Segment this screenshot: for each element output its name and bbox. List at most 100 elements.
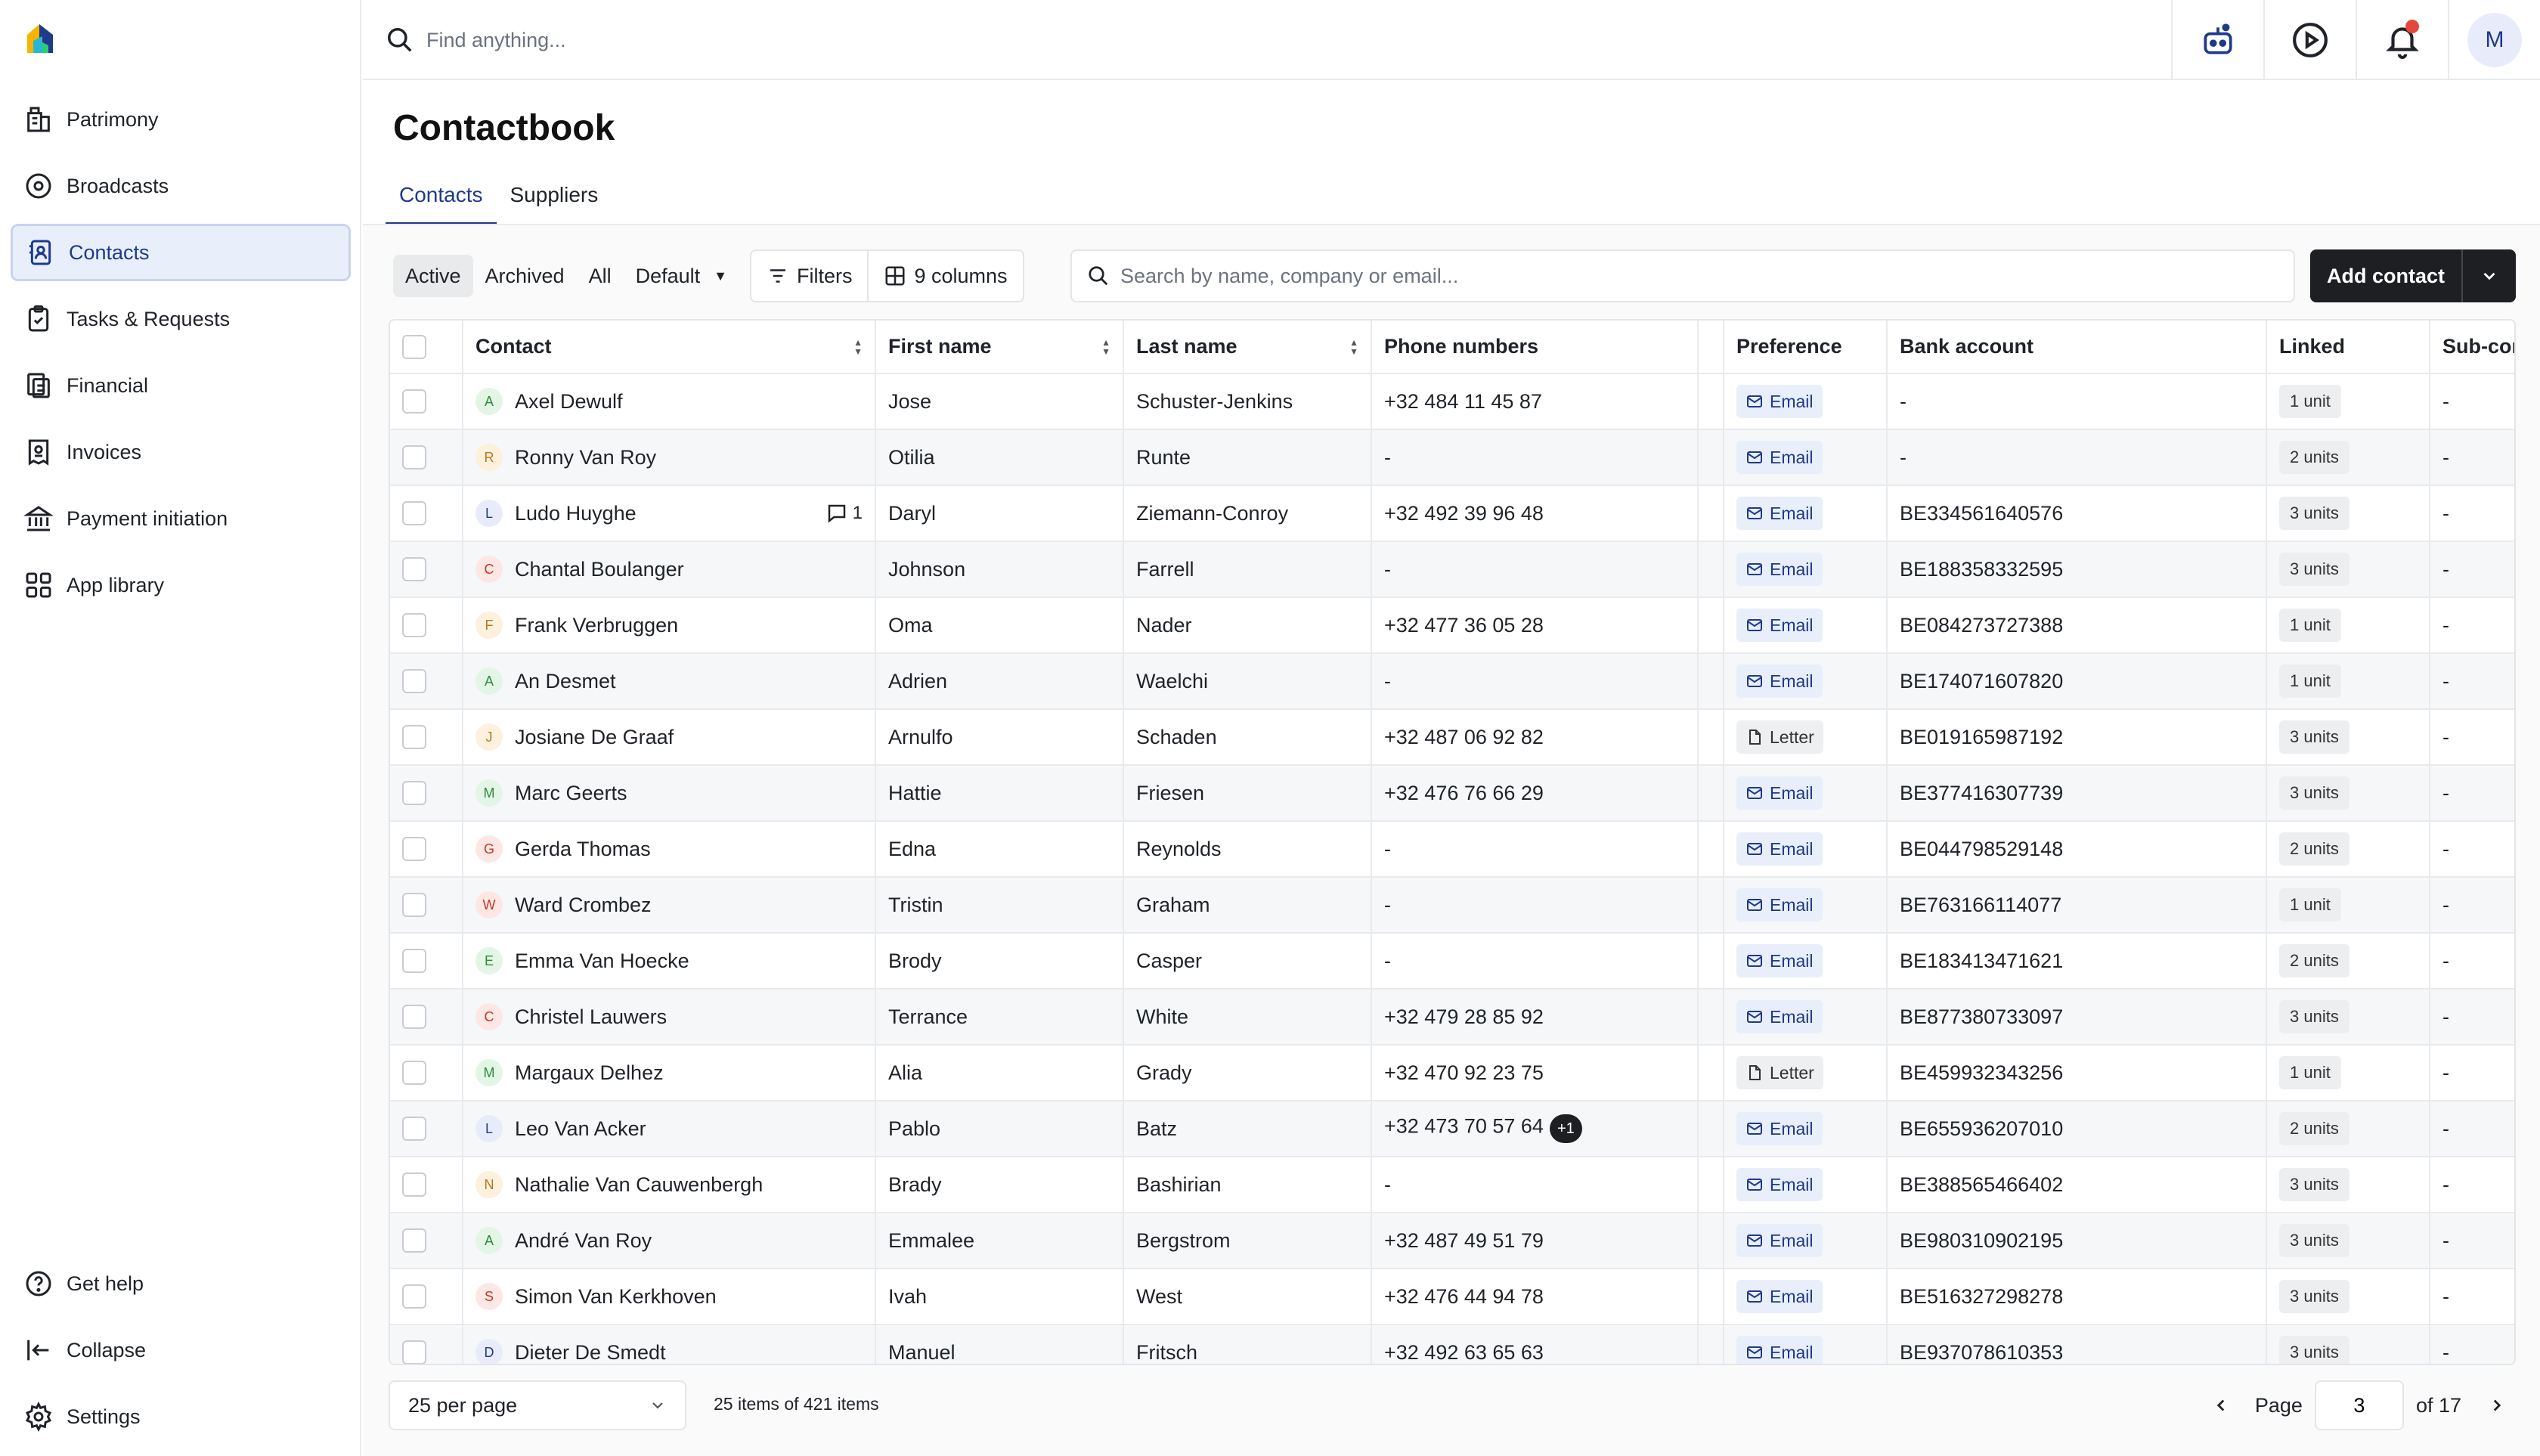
view-select[interactable]: Default ▼ — [624, 255, 739, 297]
sidebar-item-payment-initiation[interactable]: Payment initiation — [11, 490, 351, 547]
header-last-name[interactable]: Last name ▲ ▼ — [1123, 321, 1372, 374]
contact-name[interactable]: Ronny Van Roy — [515, 445, 657, 469]
linked-units-badge[interactable]: 2 units — [2279, 1112, 2350, 1145]
sort-icon[interactable]: ▲ ▼ — [1349, 336, 1358, 357]
contact-name[interactable]: An Desmet — [515, 669, 616, 692]
linked-units-badge[interactable]: 3 units — [2279, 1224, 2350, 1257]
table-row[interactable]: E Emma Van Hoecke Brody Casper - Email B… — [390, 933, 2514, 990]
contact-name[interactable]: Ward Crombez — [515, 893, 652, 916]
linked-units-badge[interactable]: 3 units — [2279, 497, 2350, 530]
assistant-button[interactable] — [2171, 0, 2263, 80]
contact-cell[interactable]: N Nathalie Van Cauwenbergh — [463, 1157, 876, 1213]
contact-name[interactable]: Frank Verbruggen — [515, 613, 679, 637]
notifications-button[interactable] — [2356, 0, 2448, 80]
row-checkbox[interactable] — [402, 1173, 426, 1197]
table-row[interactable]: A An Desmet Adrien Waelchi - Email BE174… — [390, 653, 2514, 710]
contact-cell[interactable]: C Christel Lauwers — [463, 989, 876, 1046]
contact-name[interactable]: Nathalie Van Cauwenbergh — [515, 1173, 764, 1196]
sidebar-item-invoices[interactable]: Invoices — [11, 423, 351, 481]
row-checkbox[interactable] — [402, 1117, 426, 1142]
contact-cell[interactable]: L Ludo Huyghe 1 — [463, 485, 876, 542]
row-checkbox[interactable] — [402, 1228, 426, 1253]
contact-cell[interactable]: M Marc Geerts — [463, 765, 876, 822]
linked-units-badge[interactable]: 1 unit — [2279, 888, 2341, 922]
table-row[interactable]: C Christel Lauwers Terrance White +32 47… — [390, 989, 2514, 1046]
table-row[interactable]: L Leo Van Acker Pablo Batz +32 473 70 57… — [390, 1101, 2514, 1157]
table-row[interactable]: J Josiane De Graaf Arnulfo Schaden +32 4… — [390, 709, 2514, 766]
contact-name[interactable]: Axel Dewulf — [515, 389, 623, 413]
sidebar-item-collapse[interactable]: Collapse — [11, 1321, 351, 1379]
columns-button[interactable]: 9 columns — [869, 251, 1022, 301]
app-logo[interactable] — [23, 21, 57, 56]
row-checkbox[interactable] — [402, 893, 426, 918]
row-checkbox[interactable] — [402, 557, 426, 582]
sidebar-item-settings[interactable]: Settings — [11, 1388, 351, 1445]
play-tutorial-button[interactable] — [2263, 0, 2356, 80]
linked-units-badge[interactable]: 2 units — [2279, 832, 2350, 866]
contact-cell[interactable]: L Leo Van Acker — [463, 1101, 876, 1157]
filter-archived[interactable]: Archived — [485, 264, 565, 287]
contact-name[interactable]: Simon Van Kerkhoven — [515, 1284, 717, 1308]
contact-name[interactable]: Christel Lauwers — [515, 1005, 668, 1028]
table-row[interactable]: N Nathalie Van Cauwenbergh Brady Bashiri… — [390, 1157, 2514, 1213]
row-checkbox[interactable] — [402, 1284, 426, 1309]
user-menu-button[interactable]: M — [2448, 0, 2540, 80]
row-checkbox[interactable] — [402, 725, 426, 750]
row-checkbox[interactable] — [402, 1005, 426, 1030]
contact-cell[interactable]: A Axel Dewulf — [463, 373, 876, 430]
linked-units-badge[interactable]: 3 units — [2279, 1000, 2350, 1033]
row-checkbox[interactable] — [402, 669, 426, 694]
tab-contacts[interactable]: Contacts — [386, 175, 497, 225]
linked-units-badge[interactable]: 3 units — [2279, 720, 2350, 754]
filter-active[interactable]: Active — [393, 255, 473, 297]
contact-cell[interactable]: D Dieter De Smedt — [463, 1324, 876, 1364]
linked-units-badge[interactable]: 2 units — [2279, 944, 2350, 977]
linked-units-badge[interactable]: 3 units — [2279, 776, 2350, 810]
sidebar-item-patrimony[interactable]: Patrimony — [11, 91, 351, 148]
sort-icon[interactable]: ▲ ▼ — [853, 336, 863, 357]
table-row[interactable]: M Margaux Delhez Alia Grady +32 470 92 2… — [390, 1045, 2514, 1101]
table-row[interactable]: D Dieter De Smedt Manuel Fritsch +32 492… — [390, 1324, 2514, 1364]
linked-units-badge[interactable]: 3 units — [2279, 553, 2350, 586]
contact-cell[interactable]: R Ronny Van Roy — [463, 429, 876, 486]
extra-phones-badge[interactable]: +1 — [1549, 1114, 1582, 1143]
sidebar-item-financial[interactable]: Financial — [11, 357, 351, 414]
sort-icon[interactable]: ▲ ▼ — [1101, 336, 1110, 357]
table-row[interactable]: M Marc Geerts Hattie Friesen +32 476 76 … — [390, 765, 2514, 822]
row-checkbox[interactable] — [402, 837, 426, 862]
table-row[interactable]: R Ronny Van Roy Otilia Runte - Email - 2… — [390, 429, 2514, 486]
sidebar-item-app-library[interactable]: App library — [11, 556, 351, 614]
row-checkbox[interactable] — [402, 1061, 426, 1086]
linked-units-badge[interactable]: 3 units — [2279, 1336, 2350, 1364]
sidebar-item-tasks-requests[interactable]: Tasks & Requests — [11, 290, 351, 348]
table-row[interactable]: F Frank Verbruggen Oma Nader +32 477 36 … — [390, 597, 2514, 654]
add-contact-dropdown[interactable] — [2463, 266, 2516, 286]
contact-cell[interactable]: M Margaux Delhez — [463, 1045, 876, 1101]
row-checkbox[interactable] — [402, 1340, 426, 1364]
contact-cell[interactable]: C Chantal Boulanger — [463, 541, 876, 598]
table-row[interactable]: W Ward Crombez Tristin Graham - Email BE… — [390, 877, 2514, 934]
contact-name[interactable]: Margaux Delhez — [515, 1061, 664, 1084]
filter-all[interactable]: All — [588, 264, 612, 287]
table-row[interactable]: S Simon Van Kerkhoven Ivah West +32 476 … — [390, 1269, 2514, 1325]
row-checkbox[interactable] — [402, 501, 426, 526]
contact-name[interactable]: Chantal Boulanger — [515, 557, 684, 581]
next-page-button[interactable] — [2478, 1386, 2516, 1424]
row-checkbox[interactable] — [402, 389, 426, 414]
linked-units-badge[interactable]: 1 unit — [2279, 664, 2341, 698]
header-first-name[interactable]: First name ▲ ▼ — [875, 321, 1124, 374]
add-contact-button[interactable]: Add contact — [2310, 249, 2516, 302]
table-row[interactable]: L Ludo Huyghe 1 Daryl Ziemann-Conroy +32… — [390, 485, 2514, 542]
page-number-input[interactable] — [2314, 1380, 2404, 1430]
linked-units-badge[interactable]: 2 units — [2279, 441, 2350, 474]
contact-cell[interactable]: A André Van Roy — [463, 1213, 876, 1269]
filters-button[interactable]: Filters — [751, 251, 868, 301]
sidebar-item-broadcasts[interactable]: Broadcasts — [11, 157, 351, 215]
per-page-select[interactable]: 25 per page — [389, 1380, 686, 1430]
contact-name[interactable]: Leo Van Acker — [515, 1117, 646, 1140]
table-row[interactable]: G Gerda Thomas Edna Reynolds - Email BE0… — [390, 821, 2514, 878]
row-checkbox[interactable] — [402, 445, 426, 470]
contact-cell[interactable]: F Frank Verbruggen — [463, 597, 876, 654]
contact-cell[interactable]: W Ward Crombez — [463, 877, 876, 934]
linked-units-badge[interactable]: 1 unit — [2279, 385, 2341, 418]
